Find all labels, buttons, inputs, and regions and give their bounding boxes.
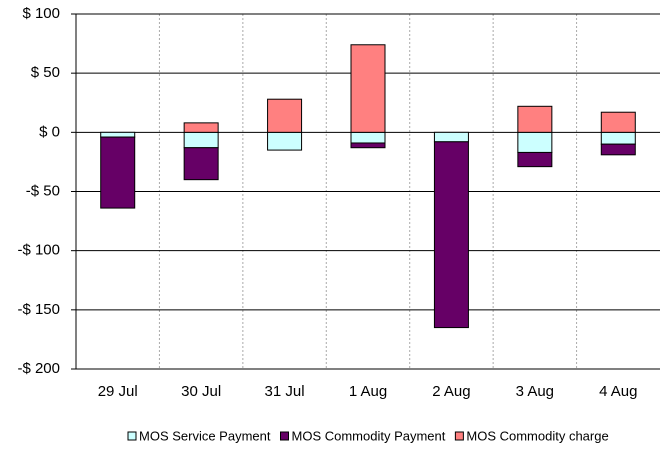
bar (100, 136, 136, 209)
bar (350, 44, 386, 133)
bar (600, 143, 636, 156)
x-tick-label: 31 Jul (265, 383, 305, 400)
bar (100, 131, 136, 138)
y-tick-label: -$ 200 (17, 360, 60, 377)
bar (517, 105, 553, 133)
bar (183, 147, 219, 181)
x-tick-label: 30 Jul (181, 383, 221, 400)
y-tick-label: -$ 150 (17, 301, 60, 318)
x-tick-label: 2 Aug (432, 383, 470, 400)
y-tick-label: $ 0 (39, 123, 60, 140)
bar (433, 131, 469, 143)
x-tick-label: 3 Aug (516, 383, 554, 400)
bar (350, 142, 386, 149)
x-tick-label: 29 Jul (98, 383, 138, 400)
bar (350, 131, 386, 144)
legend-label: MOS Commodity Payment (292, 428, 446, 443)
bar (517, 131, 553, 153)
legend-swatch (280, 431, 289, 441)
bar (267, 98, 303, 133)
y-tick-label: $ 50 (31, 64, 60, 81)
legend-swatch (454, 431, 464, 441)
bar (600, 111, 636, 133)
legend-swatch (127, 431, 137, 441)
y-tick-label: -$ 50 (26, 182, 60, 199)
bar (433, 141, 469, 329)
bar (600, 131, 636, 145)
bar (183, 122, 219, 133)
y-tick-label: -$ 100 (17, 242, 60, 259)
x-tick-label: 4 Aug (599, 383, 637, 400)
bar (517, 151, 553, 168)
x-tick-label: 1 Aug (349, 383, 387, 400)
legend-label: MOS Service Payment (139, 428, 271, 443)
y-tick-label: $ 100 (22, 5, 60, 22)
legend-label: MOS Commodity charge (466, 428, 608, 443)
bar (183, 131, 219, 149)
bar (267, 131, 303, 151)
